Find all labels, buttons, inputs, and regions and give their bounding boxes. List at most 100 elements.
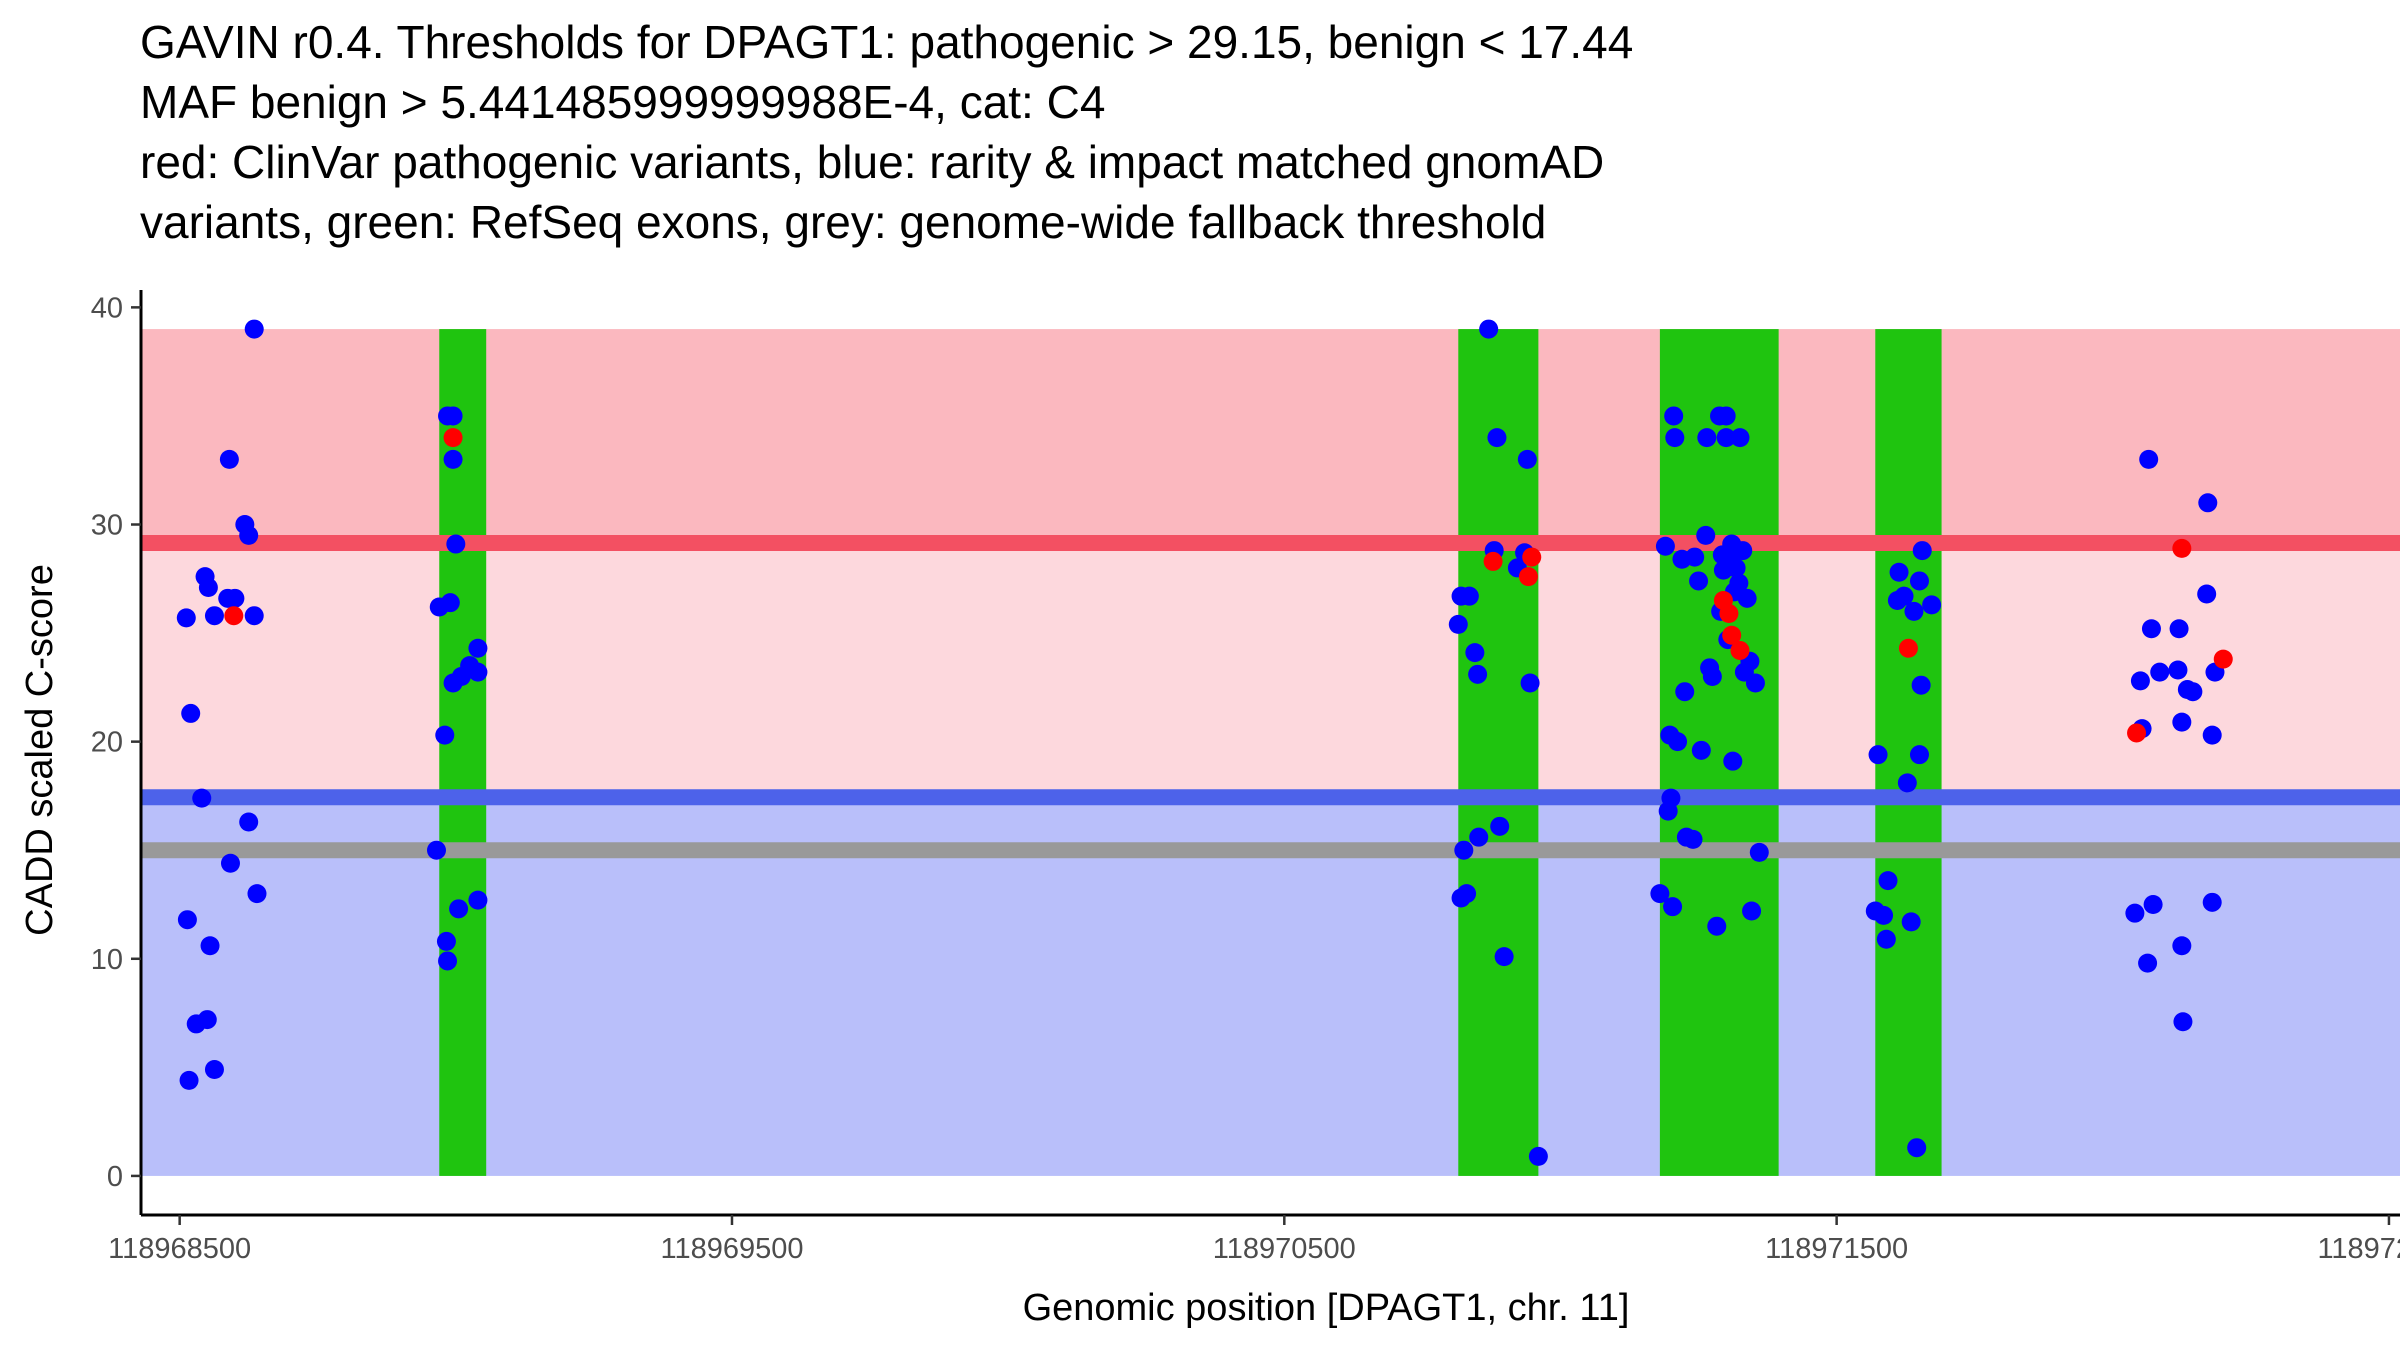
pathogenic-region — [141, 329, 2400, 543]
gnomad-point — [1691, 740, 1711, 760]
gnomad-point — [1697, 428, 1717, 448]
x-tick-label: 118969500 — [660, 1233, 803, 1265]
gnomad-point — [443, 406, 463, 426]
gnomad-point — [443, 449, 463, 469]
gnomad-point — [1729, 573, 1749, 593]
gnomad-point — [1878, 871, 1898, 891]
gnomad-point — [1909, 745, 1929, 765]
gnomad-point — [244, 606, 264, 626]
gnomad-point — [197, 1010, 217, 1030]
clinvar-point — [443, 428, 463, 448]
clinvar-point — [1722, 625, 1742, 645]
gnomad-point — [1911, 675, 1931, 695]
y-tick-label: 30 — [91, 510, 123, 542]
gnomad-point — [1457, 884, 1477, 904]
gnomad-point — [1663, 897, 1683, 917]
gnomad-point — [1702, 667, 1722, 687]
gnomad-point — [192, 788, 212, 808]
x-axis-title: Genomic position [DPAGT1, chr. 11] — [1023, 1287, 1630, 1329]
chart-title: GAVIN r0.4. Thresholds for DPAGT1: patho… — [140, 16, 1633, 248]
gnomad-point — [1517, 449, 1537, 469]
gnomad-point — [1520, 673, 1540, 693]
gnomad-point — [2143, 894, 2163, 914]
gnomad-point — [1889, 562, 1909, 582]
gnomad-point — [225, 588, 245, 608]
gnomad-point — [440, 593, 460, 613]
gnomad-point — [1685, 547, 1705, 567]
gnomad-point — [2150, 662, 2170, 682]
x-tick-label: 118970500 — [1213, 1233, 1356, 1265]
gnomad-point — [1912, 541, 1932, 561]
gnomad-point — [1726, 558, 1746, 578]
gnomad-point — [1494, 947, 1514, 967]
gnomad-point — [1716, 406, 1736, 426]
gnomad-point — [179, 1070, 199, 1090]
gnomad-point — [1897, 773, 1917, 793]
gnomad-point — [1655, 536, 1675, 556]
gnomad-point — [2183, 682, 2203, 702]
gnomad-point — [1479, 319, 1499, 339]
gnomad-point — [177, 910, 197, 930]
gnomad-point — [1894, 586, 1914, 606]
gnomad-point — [1664, 406, 1684, 426]
gnomad-point — [1707, 916, 1727, 936]
gnomad-point — [219, 449, 239, 469]
gnomad-point — [204, 606, 224, 626]
gnomad-point — [1675, 682, 1695, 702]
gnomad-point — [1661, 788, 1681, 808]
gnomad-point — [239, 525, 259, 545]
gnomad-point — [2198, 493, 2218, 513]
gnomad-point — [200, 936, 220, 956]
gnomad-point — [1487, 428, 1507, 448]
title-line-2: MAF benign > 5.441485999999988E-4, cat: … — [140, 76, 1105, 128]
gnomad-point — [468, 662, 488, 682]
gnomad-point — [1749, 842, 1769, 862]
gnomad-point — [1689, 571, 1709, 591]
clinvar-point — [224, 606, 244, 626]
gnomad-point — [1668, 732, 1688, 752]
gnomad-point — [446, 534, 466, 554]
gnomad-point — [2197, 584, 2217, 604]
gnomad-point — [239, 812, 259, 832]
gnomad-point — [2202, 892, 2222, 912]
gnomad-point — [449, 899, 469, 919]
gnomad-point — [1742, 901, 1762, 921]
gnomad-point — [1490, 816, 1510, 836]
y-tick-label: 0 — [107, 1161, 123, 1193]
exon-1 — [439, 329, 487, 1176]
gnomad-point — [1665, 428, 1685, 448]
gnomad-point — [244, 319, 264, 339]
exon-3 — [1659, 329, 1779, 1176]
gnomad-point — [2141, 619, 2161, 639]
gnomad-point — [1528, 1146, 1548, 1166]
gnomad-point — [2202, 725, 2222, 745]
x-tick-label: 118971500 — [1765, 1233, 1908, 1265]
x-tick-label: 118968500 — [108, 1233, 251, 1265]
clinvar-point — [1522, 547, 1542, 567]
gnomad-point — [438, 951, 458, 971]
gnomad-point — [1737, 588, 1757, 608]
gnomad-point — [181, 703, 201, 723]
gnomad-point — [1448, 614, 1468, 634]
axes: 118968500 118969500 118970500 118971500 1189… — [91, 290, 2400, 1265]
y-tick-label: 10 — [91, 944, 123, 976]
clinvar-point — [2172, 538, 2192, 558]
gnomad-point — [204, 1060, 224, 1080]
gnomad-point — [1696, 525, 1716, 545]
title-line-4: variants, green: RefSeq exons, grey: gen… — [140, 196, 1546, 248]
clinvar-point — [2127, 723, 2147, 743]
clinvar-point — [1483, 551, 1503, 571]
gnomad-point — [1922, 595, 1942, 615]
exon-2 — [1458, 329, 1539, 1176]
gnomad-point — [1465, 643, 1485, 663]
clinvar-point — [1898, 638, 1918, 658]
gnomad-point — [2173, 1012, 2193, 1032]
uncertain-region — [141, 542, 2400, 798]
series-clinvar — [224, 428, 2233, 743]
gnomad-point — [1730, 428, 1750, 448]
x-tick-label: 118972500 — [2317, 1233, 2400, 1265]
y-tick-label: 20 — [91, 727, 123, 759]
gnomad-point — [1454, 840, 1474, 860]
benign-region — [141, 797, 2400, 1176]
